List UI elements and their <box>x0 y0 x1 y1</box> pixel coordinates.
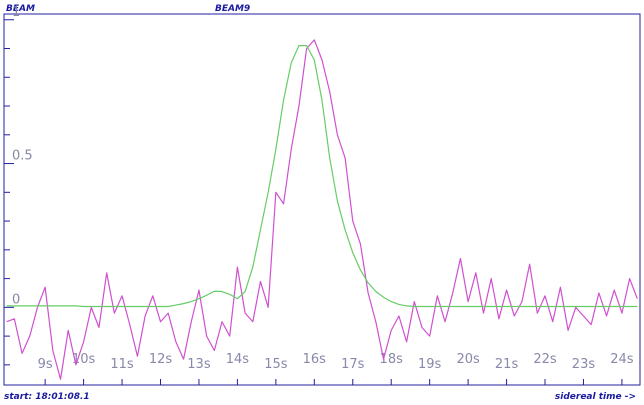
plot-frame <box>3 13 641 386</box>
x-tick-label: 14s <box>226 352 250 367</box>
beam-label: BEAM <box>6 4 35 14</box>
x-tick-label: 23s <box>572 357 596 372</box>
x-tick-label: 19s <box>418 357 442 372</box>
x-tick-label: 18s <box>380 352 404 367</box>
y-tick-label: 0 <box>12 292 20 307</box>
x-tick-label: 15s <box>264 357 288 372</box>
x-tick-label: 13s <box>187 357 211 372</box>
data-line <box>6 45 638 308</box>
axis-caption: sidereal time -> <box>555 392 636 402</box>
data-line <box>6 39 638 380</box>
x-tick-label: 12s <box>149 352 173 367</box>
y-tick-label: 1 <box>12 5 20 20</box>
x-tick-label: 22s <box>533 352 557 367</box>
beam-name: BEAM9 <box>215 4 250 14</box>
x-tick-label: 16s <box>303 352 327 367</box>
start-time: start: 18:01:08.1 <box>4 392 90 402</box>
x-tick-label: 17s <box>341 357 365 372</box>
x-tick-label: 10s <box>72 352 96 367</box>
x-tick-label: 9s <box>38 357 53 372</box>
x-tick-label: 24s <box>610 352 634 367</box>
y-tick-label: 0.5 <box>12 149 33 164</box>
x-tick-label: 21s <box>495 357 519 372</box>
x-tick-label: 20s <box>456 352 480 367</box>
x-tick-label: 11s <box>110 357 134 372</box>
